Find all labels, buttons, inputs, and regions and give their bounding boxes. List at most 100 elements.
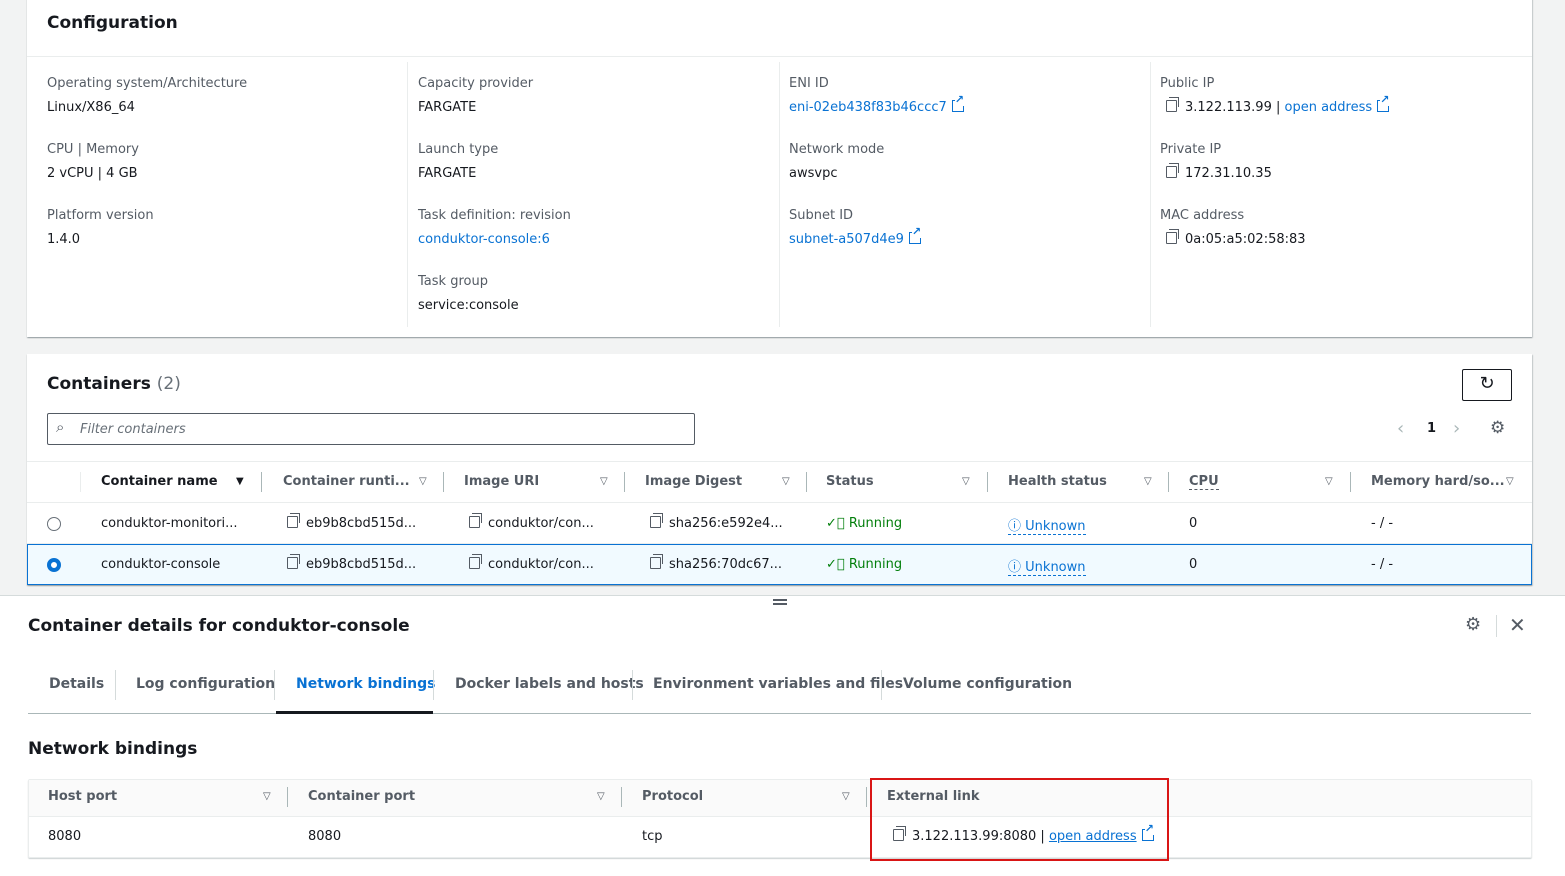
- image-digest: sha256:e592e4...: [669, 516, 783, 531]
- external-link-icon: [951, 94, 964, 112]
- active-tab-indicator: [276, 711, 433, 714]
- uri-cell: conduktor/con...: [469, 513, 594, 531]
- page-number[interactable]: 1: [1427, 421, 1437, 436]
- col-container-port[interactable]: Container port: [308, 789, 416, 804]
- sort-icon[interactable]: ▽: [597, 791, 605, 802]
- refresh-button[interactable]: ↻: [1462, 369, 1512, 401]
- image-uri: conduktor/con...: [488, 557, 594, 572]
- info-icon: ⓘ: [1008, 560, 1022, 575]
- copy-icon[interactable]: [287, 554, 300, 569]
- network-mode-value: awsvpc: [789, 166, 838, 181]
- preferences-gear-icon[interactable]: ⚙: [1465, 614, 1482, 635]
- filter-containers-input[interactable]: ⌕ Filter containers: [47, 413, 695, 445]
- subnet-value[interactable]: subnet-a507d4e9: [789, 232, 904, 247]
- copy-icon[interactable]: [1166, 229, 1179, 244]
- copy-icon[interactable]: [287, 513, 300, 528]
- highlight-box: [870, 778, 1169, 861]
- copy-icon[interactable]: [469, 513, 482, 528]
- uri-cell: conduktor/con...: [469, 554, 594, 572]
- cpu-memory-label: CPU | Memory: [47, 142, 139, 157]
- tab-environment-variables[interactable]: Environment variables and files: [653, 676, 904, 692]
- platform-label: Platform version: [47, 208, 154, 223]
- open-address-link[interactable]: open address: [1048, 829, 1137, 844]
- col-image-uri[interactable]: Image URI: [464, 474, 540, 489]
- col-runtime[interactable]: Container runti...: [283, 474, 410, 489]
- close-icon[interactable]: ✕: [1509, 613, 1526, 637]
- next-page-button[interactable]: ›: [1453, 418, 1461, 439]
- copy-icon[interactable]: [1166, 163, 1179, 178]
- tab-volume-configuration[interactable]: Volume configuration: [903, 676, 1073, 692]
- col-cpu[interactable]: CPU: [1189, 474, 1219, 490]
- health-cell[interactable]: ⓘ Unknown: [1008, 556, 1086, 576]
- sort-desc-icon[interactable]: ▼: [236, 476, 244, 487]
- col-host-port[interactable]: Host port: [48, 789, 118, 804]
- container-name: conduktor-monitori...: [101, 516, 238, 531]
- runtime-id: eb9b8cbd515d...: [306, 557, 417, 572]
- subnet-link[interactable]: subnet-a507d4e9: [789, 226, 922, 247]
- external-link-icon: [908, 226, 922, 244]
- col-protocol[interactable]: Protocol: [642, 789, 704, 804]
- check-circle-icon: ✓⃝: [826, 557, 845, 572]
- previous-page-button[interactable]: ‹: [1397, 418, 1405, 439]
- col-container-name[interactable]: Container name: [101, 474, 218, 489]
- mac-row: 0a:05:a5:02:58:83: [1166, 229, 1306, 247]
- image-digest: sha256:70dc67...: [669, 557, 783, 572]
- memory-value: - / -: [1371, 557, 1394, 572]
- copy-icon[interactable]: [1166, 97, 1179, 112]
- sort-icon[interactable]: ▽: [1325, 476, 1333, 487]
- row-radio[interactable]: [47, 517, 61, 531]
- col-health-status[interactable]: Health status: [1008, 474, 1107, 489]
- table-row-selected[interactable]: [27, 544, 1532, 585]
- launch-type-label: Launch type: [418, 142, 499, 157]
- task-group-value: service:console: [418, 298, 519, 313]
- copy-icon[interactable]: [893, 826, 906, 841]
- resize-handle[interactable]: [773, 599, 787, 605]
- col-memory[interactable]: Memory hard/so...: [1371, 474, 1505, 489]
- external-link-icon: [1141, 823, 1154, 841]
- info-icon: ⓘ: [1008, 519, 1022, 534]
- settings-gear-icon[interactable]: ⚙: [1490, 418, 1506, 438]
- col-status[interactable]: Status: [826, 474, 874, 489]
- open-address-link[interactable]: open address: [1284, 100, 1373, 115]
- runtime-id: eb9b8cbd515d...: [306, 516, 417, 531]
- sort-icon[interactable]: ▽: [1506, 476, 1514, 487]
- copy-icon[interactable]: [469, 554, 482, 569]
- sort-icon[interactable]: ▽: [1144, 476, 1152, 487]
- mac-label: MAC address: [1160, 208, 1245, 223]
- eni-value[interactable]: eni-02eb438f83b46ccc7: [789, 100, 947, 115]
- status-text: Running: [848, 516, 903, 531]
- private-ip-row: 172.31.10.35: [1166, 163, 1272, 181]
- public-ip-row: 3.122.113.99 | open address: [1166, 94, 1390, 115]
- health-text[interactable]: Unknown: [1025, 519, 1086, 534]
- configuration-title: Configuration: [47, 13, 178, 33]
- private-ip-label: Private IP: [1160, 142, 1222, 157]
- containers-count: (2): [156, 374, 181, 394]
- eni-link[interactable]: eni-02eb438f83b46ccc7: [789, 94, 964, 115]
- capacity-value: FARGATE: [418, 100, 477, 115]
- sort-icon[interactable]: ▽: [962, 476, 970, 487]
- containers-title: Containers (2): [47, 374, 181, 394]
- tab-docker-labels[interactable]: Docker labels and hosts: [455, 676, 644, 692]
- network-mode-label: Network mode: [789, 142, 885, 157]
- col-image-digest[interactable]: Image Digest: [645, 474, 743, 489]
- sort-icon[interactable]: ▽: [263, 791, 271, 802]
- copy-icon[interactable]: [650, 513, 663, 528]
- tab-network-bindings[interactable]: Network bindings: [296, 676, 436, 692]
- task-def-link[interactable]: conduktor-console:6: [418, 232, 550, 247]
- tab-log-configuration[interactable]: Log configuration: [136, 676, 276, 692]
- runtime-cell: eb9b8cbd515d...: [287, 513, 417, 531]
- sort-icon[interactable]: ▽: [600, 476, 608, 487]
- health-text[interactable]: Unknown: [1025, 560, 1086, 575]
- cpu-memory-value: 2 vCPU | 4 GB: [47, 166, 138, 181]
- copy-icon[interactable]: [650, 554, 663, 569]
- eni-label: ENI ID: [789, 76, 829, 91]
- health-cell[interactable]: ⓘ Unknown: [1008, 515, 1086, 535]
- sort-icon[interactable]: ▽: [419, 476, 427, 487]
- sort-icon[interactable]: ▽: [782, 476, 790, 487]
- sort-icon[interactable]: ▽: [842, 791, 850, 802]
- image-uri: conduktor/con...: [488, 516, 594, 531]
- task-group-label: Task group: [418, 274, 488, 289]
- tab-details[interactable]: Details: [49, 676, 105, 692]
- external-link-cell: 3.122.113.99:8080 | open address: [893, 823, 1154, 844]
- row-radio-selected[interactable]: [47, 558, 61, 572]
